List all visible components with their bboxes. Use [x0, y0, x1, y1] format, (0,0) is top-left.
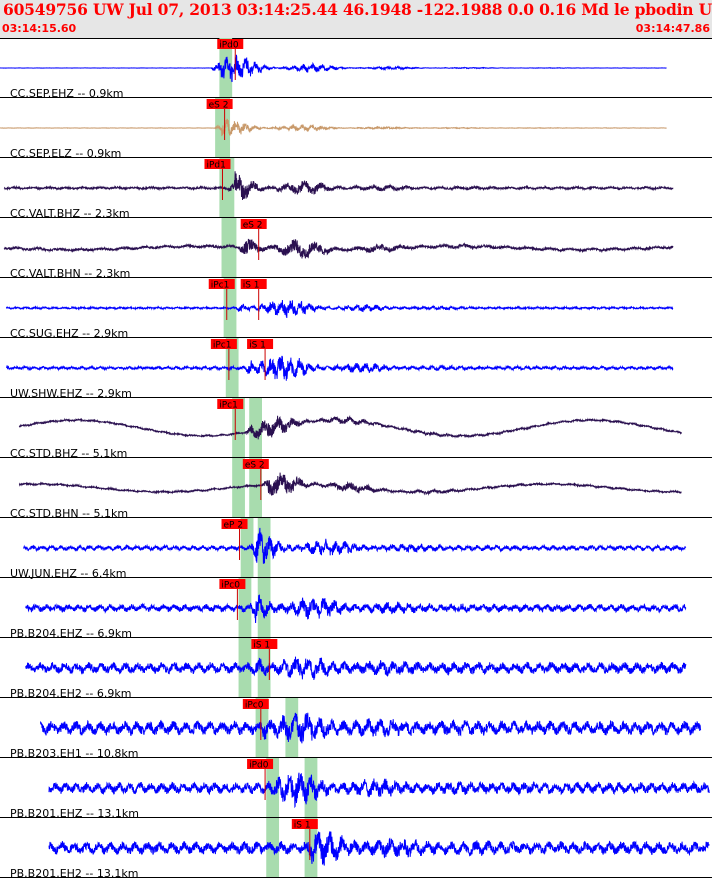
station-label: PB.B204.EH2 -- 6.9km — [10, 687, 131, 700]
pick-label: iS 1 — [243, 281, 260, 291]
pick-label-box — [217, 39, 244, 49]
station-label: CC.SEP.EHZ -- 0.9km — [10, 87, 123, 100]
pick-label: iS 1 — [294, 821, 311, 831]
trace-panel: iPc1 CC.STD.BHZ -- 5.1km — [0, 398, 712, 460]
station-label: UW.SHW.EHZ -- 2.9km — [10, 387, 132, 400]
pick-label: eS 2 — [209, 101, 229, 111]
waveform-trace — [23, 527, 687, 564]
seismogram-chart: iPd0 CC.SEP.EHZ -- 0.9km eS 2 CC.SEP.ELZ --… — [0, 38, 712, 878]
waveform-trace — [0, 118, 667, 137]
pick-label: eP 2 — [224, 521, 244, 531]
event-title: 60549756 UW Jul 07, 2013 03:14:25.44 46.… — [3, 0, 712, 19]
pick-label-box — [206, 99, 233, 109]
station-label: CC.STD.BHZ -- 5.1km — [10, 447, 127, 460]
pick-label-box — [242, 459, 269, 469]
phase-window-band — [304, 758, 318, 818]
phase-window-band — [257, 578, 271, 638]
station-label: CC.SEP.ELZ -- 0.9km — [10, 147, 121, 160]
pick-label-box — [208, 279, 235, 289]
time-end-label: 03:14:47.86 — [635, 22, 710, 35]
phase-window-band — [221, 218, 237, 278]
station-label: UW.JUN.EHZ -- 6.4km — [10, 567, 126, 580]
pick-label-box — [242, 699, 269, 709]
trace-panel: iPd0 PB.B201.EHZ -- 13.1km — [0, 758, 712, 820]
station-label: CC.STD.BHN -- 5.1km — [10, 507, 128, 520]
pick-label: eS 2 — [245, 461, 265, 471]
phase-window-band — [266, 758, 280, 818]
trace-panel: iPc1 iS 1 UW.SHW.EHZ -- 2.9km — [0, 338, 712, 400]
waveform-trace — [25, 656, 687, 681]
trace-panel: iS 1 PB.B204.EH2 -- 6.9km — [0, 638, 712, 700]
trace-panel: eP 2 UW.JUN.EHZ -- 6.4km — [0, 518, 712, 580]
pick-label: iPc0 — [245, 701, 264, 711]
waveform-trace — [3, 238, 674, 259]
waveform-trace — [5, 299, 674, 319]
time-start-label: 03:14:15.60 — [2, 22, 77, 35]
pick-label-box — [219, 579, 246, 589]
pick-label-box — [204, 159, 231, 169]
trace-panel: iPd0 CC.SEP.EHZ -- 0.9km — [0, 38, 712, 100]
station-label: PB.B204.EHZ -- 6.9km — [10, 627, 132, 640]
waveform-trace — [3, 171, 674, 201]
pick-label-box — [217, 399, 244, 409]
pick-label: iPc1 — [213, 341, 232, 351]
pick-label: iPd0 — [249, 761, 269, 771]
pick-label-box — [291, 819, 318, 829]
phase-window-band — [249, 458, 262, 518]
pick-label-box — [221, 519, 248, 529]
waveform-trace — [40, 712, 702, 744]
station-label: PB.B203.EH1 -- 10.8km — [10, 747, 138, 760]
pick-label: iPc0 — [221, 581, 240, 591]
phase-window-band — [219, 158, 235, 218]
trace-panel: iPc1 iS 1 CC.SUG.EHZ -- 2.9km — [0, 278, 712, 340]
pick-label: eS 2 — [243, 221, 263, 231]
seismogram-panel: iPd0 CC.SEP.EHZ -- 0.9km eS 2 CC.SEP.ELZ --… — [0, 38, 712, 878]
pick-label-box — [240, 279, 267, 289]
waveform-trace — [18, 472, 682, 496]
station-label: CC.VALT.BHZ -- 2.3km — [10, 207, 130, 220]
waveform-trace — [48, 831, 710, 866]
trace-panel: eS 2 CC.STD.BHN -- 5.1km — [0, 458, 712, 520]
pick-label: iPc1 — [219, 401, 238, 411]
phase-window-band — [257, 638, 271, 698]
waveform-trace — [0, 54, 667, 83]
waveform-trace — [18, 415, 682, 440]
trace-panel: iPc0 PB.B203.EH1 -- 10.8km — [0, 698, 712, 760]
trace-panel: iPc0 PB.B204.EHZ -- 6.9km — [0, 578, 712, 640]
station-label: CC.VALT.BHN -- 2.3km — [10, 267, 130, 280]
trace-panel: iPd1 CC.VALT.BHZ -- 2.3km — [0, 158, 712, 220]
event-header: 60549756 UW Jul 07, 2013 03:14:25.44 46.… — [0, 0, 712, 39]
trace-panel: iS 1 PB.B201.EH2 -- 13.1km — [0, 818, 712, 878]
pick-label: iS 1 — [253, 641, 270, 651]
pick-label: iPd0 — [219, 41, 239, 51]
pick-label-box — [210, 339, 237, 349]
phase-window-band — [249, 398, 262, 458]
pick-label-box — [251, 639, 278, 649]
waveform-trace — [48, 772, 710, 809]
waveform-trace — [25, 594, 687, 624]
station-label: PB.B201.EHZ -- 13.1km — [10, 807, 139, 820]
station-label: PB.B201.EH2 -- 13.1km — [10, 867, 138, 878]
waveform-trace — [5, 355, 674, 381]
pick-label-box — [247, 759, 274, 769]
station-label: CC.SUG.EHZ -- 2.9km — [10, 327, 128, 340]
pick-label-box — [247, 339, 274, 349]
trace-panel: eS 2 CC.SEP.ELZ -- 0.9km — [0, 98, 712, 160]
pick-label-box — [240, 219, 267, 229]
pick-label: iPc1 — [211, 281, 230, 291]
trace-panel: eS 2 CC.VALT.BHN -- 2.3km — [0, 218, 712, 280]
pick-label: iPd1 — [206, 161, 225, 171]
pick-label: iS 1 — [249, 341, 266, 351]
